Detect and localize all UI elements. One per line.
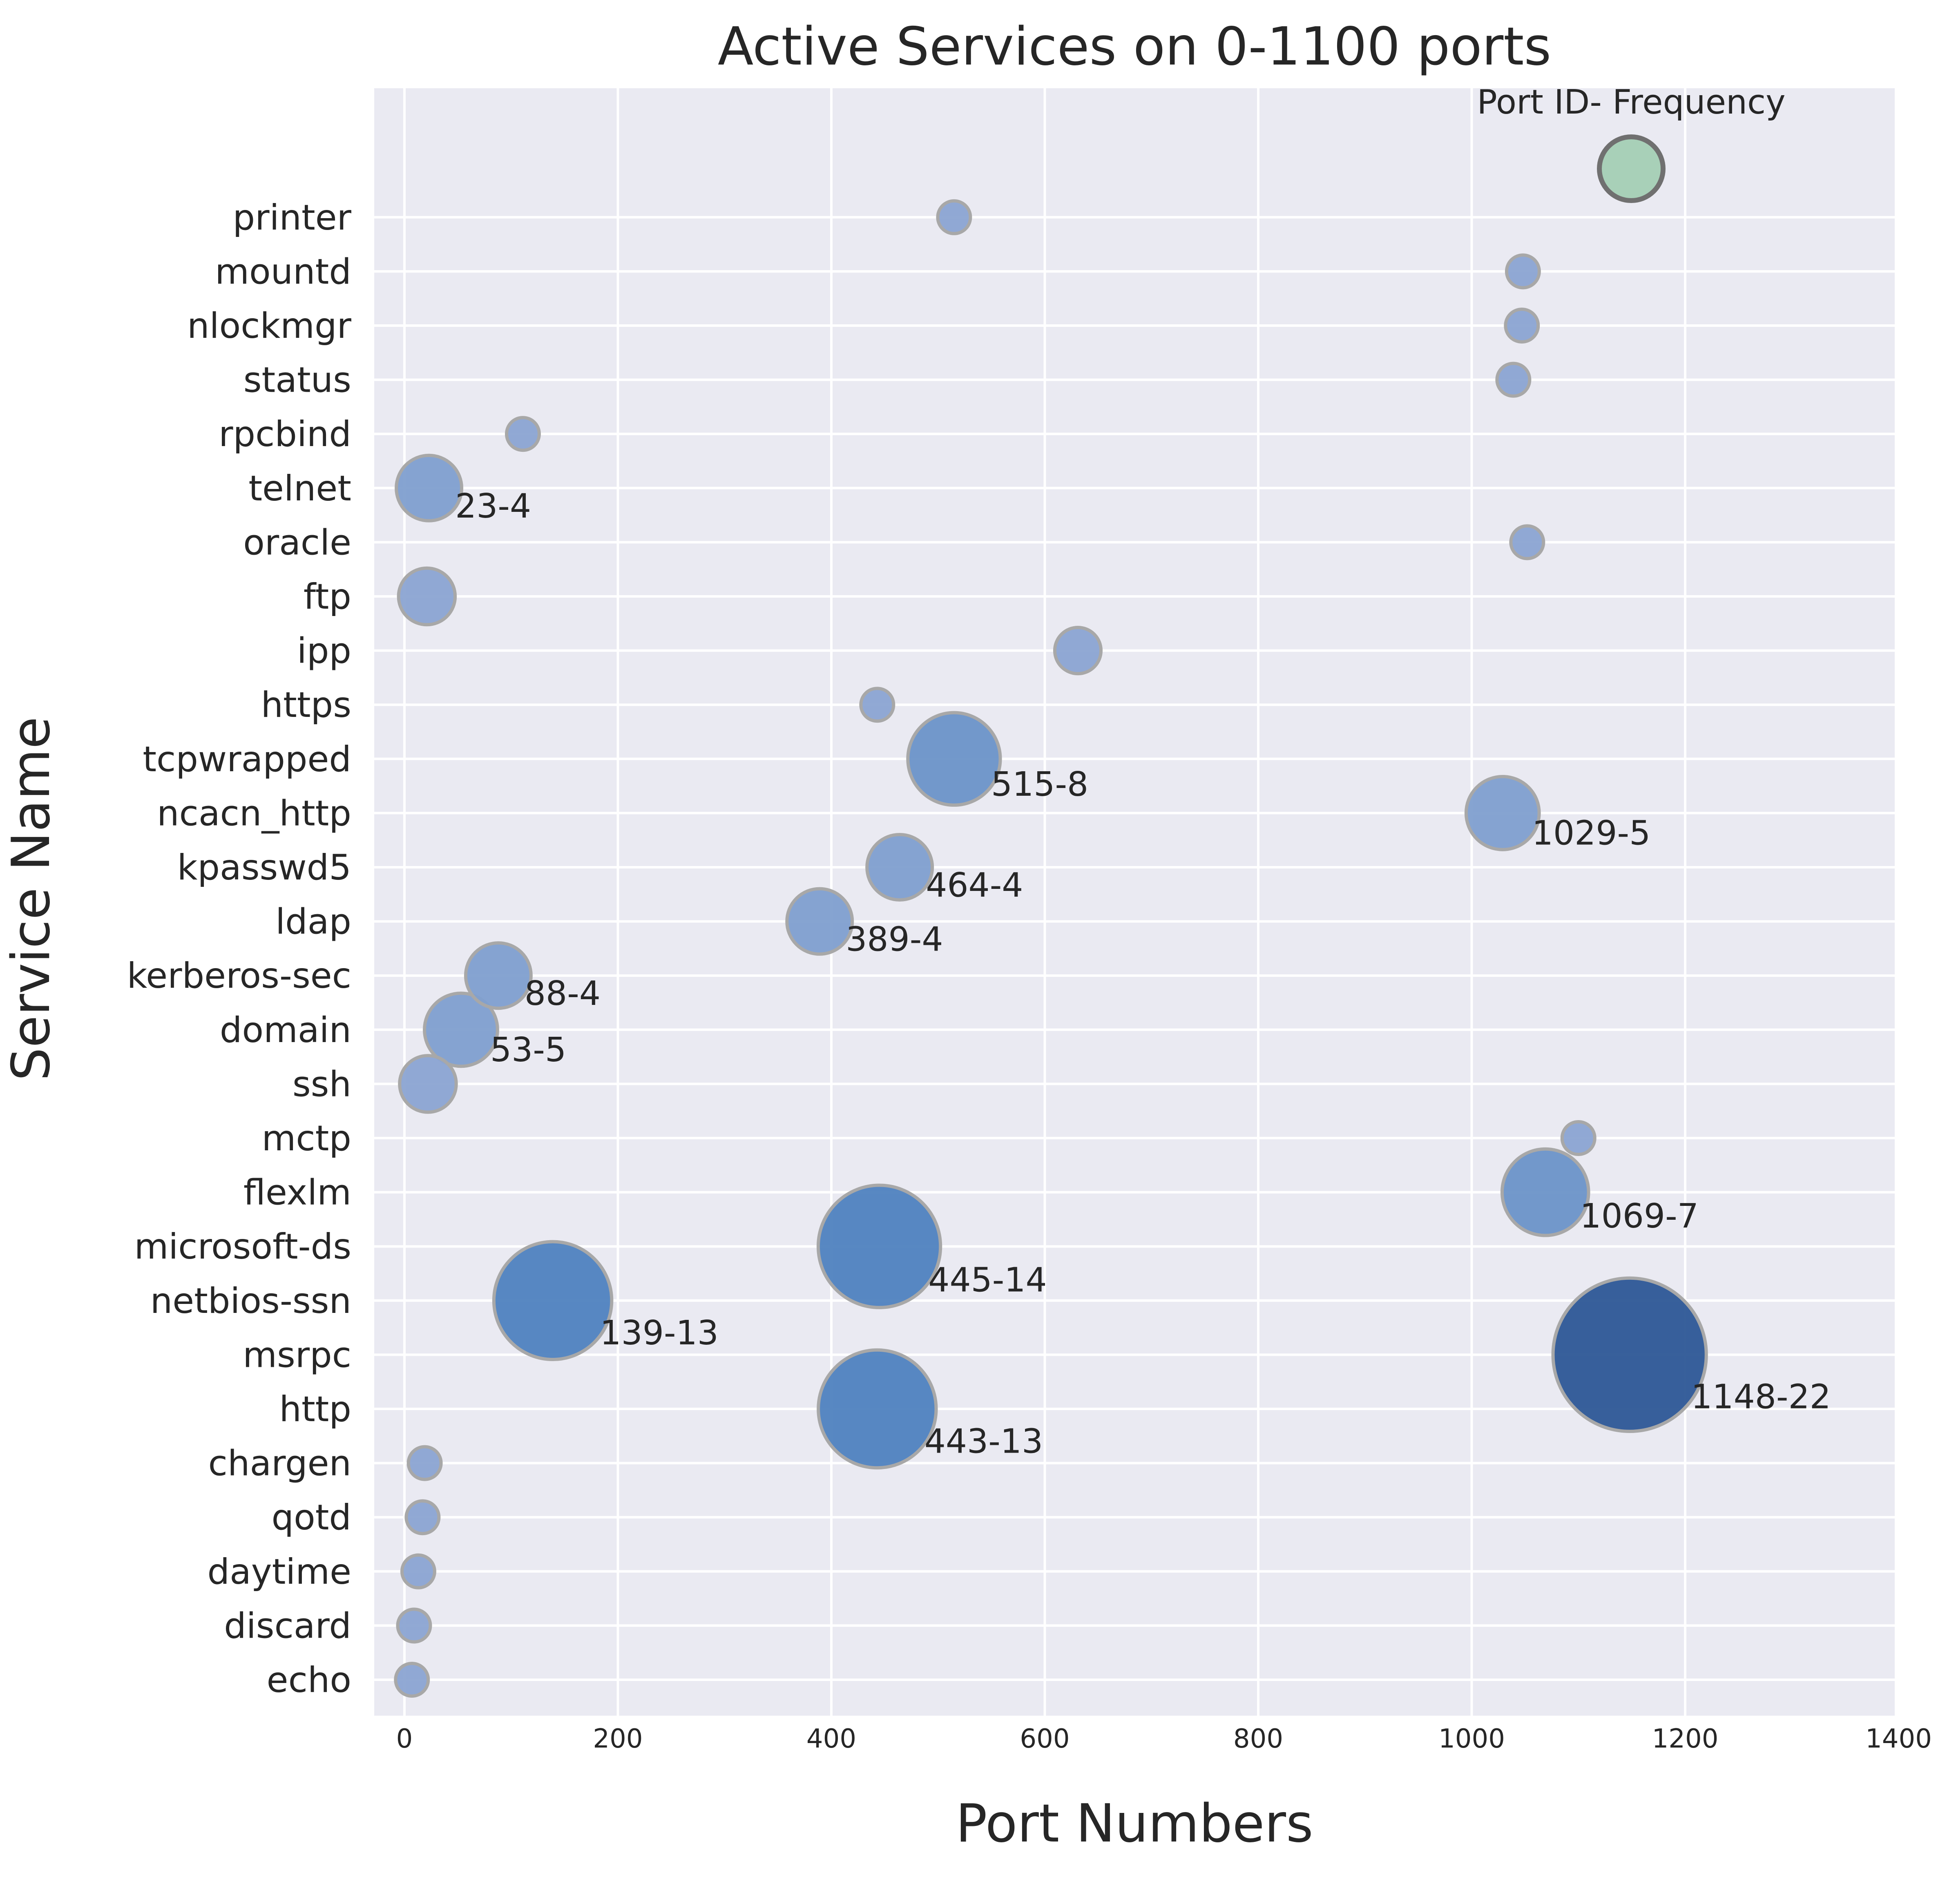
y-tick-label: printer [233, 197, 352, 238]
chart-title: Active Services on 0-1100 ports [718, 16, 1551, 77]
y-tick-label: kpasswd5 [177, 847, 351, 888]
y-tick-label: mountd [215, 251, 351, 292]
legend: Port ID- Frequency [1477, 83, 1786, 203]
x-tick-label: 1200 [1652, 1724, 1719, 1754]
bubble-domain [423, 991, 499, 1068]
bubble-chargen [406, 1445, 443, 1481]
annotation-kerberos-sec: 88-4 [525, 974, 601, 1013]
annotation-tcpwrapped: 515-8 [991, 765, 1088, 804]
y-tick-label: http [279, 1389, 351, 1430]
y-tick-label: oracle [243, 522, 351, 563]
annotations: 1148-22 445-14 443-13 139-13 515-8 1069-7 53-5… [455, 487, 1831, 1461]
annotation-netbios-ssn: 139-13 [600, 1314, 719, 1353]
annotation-http: 443-13 [924, 1422, 1043, 1461]
x-tick-labels: 0 200 400 600 800 1000 1200 1400 [396, 1724, 1932, 1754]
y-tick-label: https [261, 685, 351, 725]
y-tick-label: flexlm [243, 1172, 351, 1213]
x-axis-label: Port Numbers [956, 1793, 1313, 1854]
bubble-rpcbind [505, 416, 541, 452]
bubble-https [859, 687, 895, 723]
bubble-ssh [398, 1054, 458, 1114]
y-tick-label: domain [220, 1010, 351, 1051]
legend-marker [1597, 134, 1666, 203]
bubble-kpasswd5 [865, 833, 934, 902]
y-axis-label: Service Name [1, 717, 62, 1080]
annotation-ncacn_http: 1029-5 [1532, 814, 1650, 853]
annotation-domain: 53-5 [490, 1031, 566, 1069]
annotation-telnet: 23-4 [455, 487, 531, 526]
y-tick-label: msrpc [243, 1335, 351, 1375]
y-tick-label: echo [267, 1660, 351, 1701]
y-tick-label: ftp [304, 576, 351, 617]
x-tick-label: 600 [1020, 1724, 1070, 1754]
y-tick-label: rpcbind [219, 414, 351, 455]
y-tick-label: kerberos-sec [127, 955, 351, 996]
bubble-echo [394, 1662, 430, 1698]
y-tick-label: daytime [208, 1551, 351, 1592]
bubble-oracle [1509, 524, 1545, 560]
y-tick-label: qotd [271, 1497, 351, 1538]
y-tick-label: ldap [275, 902, 351, 942]
bubble-nlockmgr [1504, 308, 1540, 344]
bubble-netbios-ssn [492, 1240, 614, 1362]
y-tick-label: telnet [248, 468, 351, 509]
bubble-tcpwrapped [906, 711, 1002, 807]
y-tick-label: chargen [208, 1443, 351, 1484]
y-tick-labels: echo discard daytime qotd chargen http msrpc ne… [127, 197, 352, 1701]
annotation-msrpc: 1148-22 [1691, 1378, 1831, 1417]
bubble-discard [396, 1607, 432, 1644]
y-tick-label: ssh [293, 1064, 351, 1105]
x-tick-label: 1400 [1865, 1724, 1932, 1754]
x-tick-label: 0 [396, 1724, 413, 1754]
y-tick-label: ipp [297, 631, 351, 672]
bubble-ipp [1053, 626, 1103, 676]
y-tick-label: microsoft-ds [134, 1226, 351, 1267]
bubble-mctp [1560, 1120, 1597, 1156]
y-tick-label: status [243, 360, 351, 401]
y-tick-label: mctp [262, 1118, 351, 1159]
bubble-status [1495, 362, 1532, 398]
plot-area [374, 88, 1895, 1716]
bubble-msrpc [1551, 1276, 1708, 1433]
annotation-kpasswd5: 464-4 [926, 866, 1023, 905]
bubble-ncacn_http [1464, 775, 1541, 851]
y-tick-label: nlockmgr [187, 306, 351, 346]
annotation-flexlm: 1069-7 [1580, 1197, 1698, 1236]
x-tick-label: 1000 [1438, 1724, 1505, 1754]
bubble-http [817, 1348, 938, 1470]
x-tick-label: 200 [593, 1724, 643, 1754]
bubbles [394, 199, 1708, 1698]
bubble-mountd [1505, 253, 1541, 290]
bubble-qotd [404, 1499, 441, 1536]
bubble-kerberos-sec [464, 941, 533, 1010]
annotation-ldap: 389-4 [846, 920, 943, 959]
annotation-microsoft-ds: 445-14 [928, 1261, 1047, 1300]
bubble-flexlm [1500, 1147, 1590, 1237]
x-tick-label: 400 [806, 1724, 856, 1754]
legend-title: Port ID- Frequency [1477, 83, 1785, 122]
bubble-ftp [397, 566, 457, 627]
y-tick-label: netbios-ssn [150, 1281, 351, 1321]
bubble-microsoft-ds [816, 1183, 942, 1309]
y-tick-label: tcpwrapped [143, 739, 351, 780]
bubble-telnet [395, 453, 464, 522]
y-tick-label: discard [224, 1605, 351, 1646]
bubble-daytime [400, 1553, 436, 1589]
x-tick-label: 800 [1233, 1724, 1283, 1754]
bubble-printer [936, 199, 972, 235]
y-tick-label: ncacn_http [157, 793, 351, 834]
bubble-ldap [785, 887, 854, 956]
